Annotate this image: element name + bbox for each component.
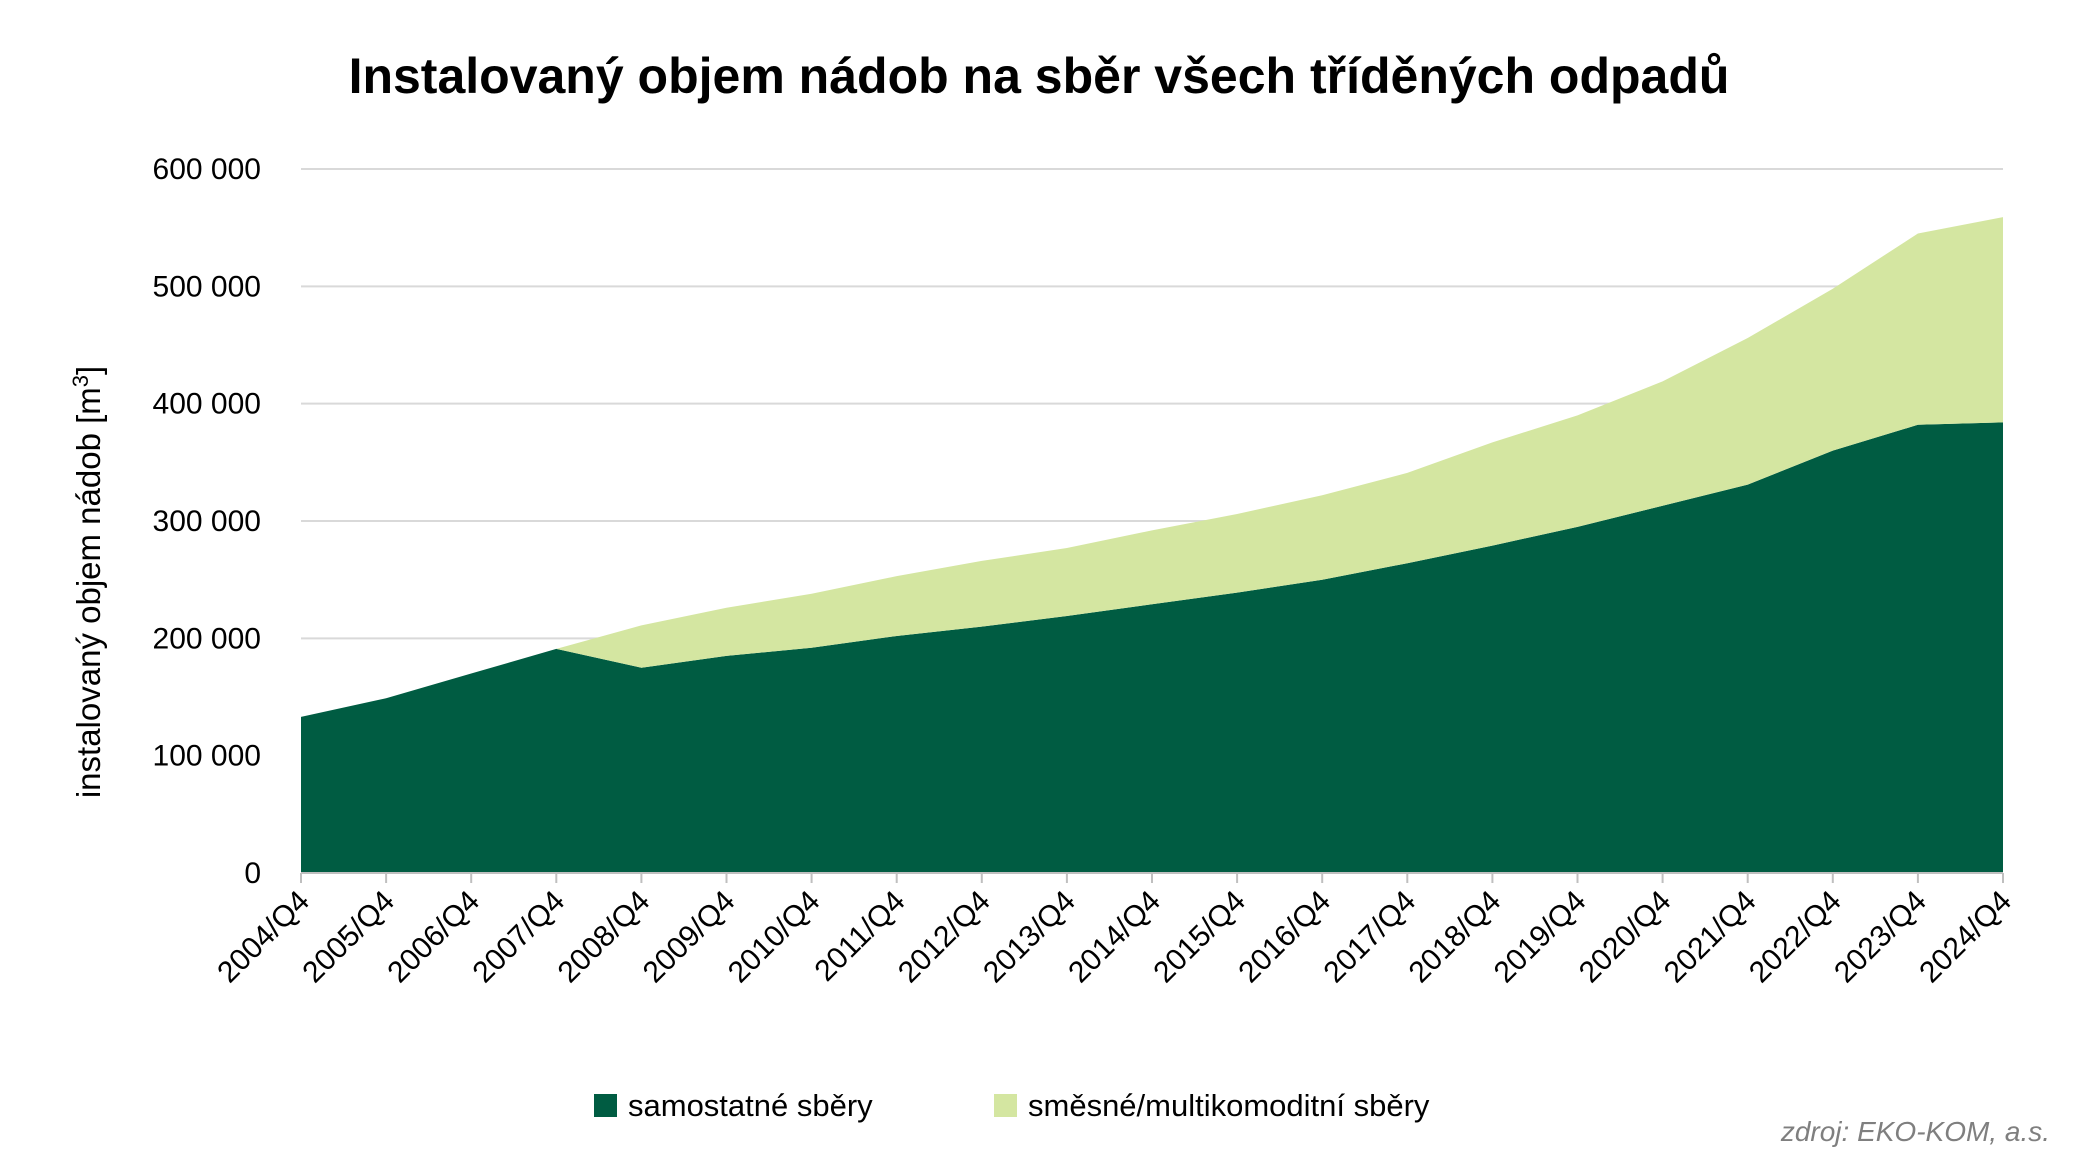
legend-swatch	[594, 1094, 617, 1117]
x-tick-label: 2016/Q4	[1232, 885, 1337, 990]
x-tick-label: 2021/Q4	[1658, 885, 1763, 990]
y-tick-label: 500 000	[153, 270, 261, 303]
chart-title: Instalovaný objem nádob na sběr všech tř…	[349, 48, 1730, 104]
area-samostatné sběry	[301, 422, 2003, 873]
y-axis-label-main: instalovaný objem nádob [m	[70, 387, 107, 798]
legend-label: směsné/multikomoditní sběry	[1028, 1088, 1430, 1123]
x-axis: 2004/Q42005/Q42006/Q42007/Q42008/Q42009/…	[211, 872, 2018, 990]
area-směsné/multikomoditní sběry	[301, 217, 2003, 717]
y-tick-label: 0	[244, 857, 261, 890]
y-axis-label-end: ]	[70, 366, 107, 375]
legend-swatch	[994, 1094, 1017, 1117]
x-tick-label: 2012/Q4	[892, 885, 997, 990]
x-tick-label: 2007/Q4	[467, 885, 572, 990]
x-tick-label: 2013/Q4	[977, 885, 1082, 990]
x-tick-label: 2023/Q4	[1828, 885, 1933, 990]
x-tick-label: 2018/Q4	[1403, 885, 1508, 990]
x-tick-label: 2005/Q4	[296, 885, 401, 990]
y-tick-label: 200 000	[153, 622, 261, 655]
x-tick-label: 2014/Q4	[1062, 885, 1167, 990]
y-tick-label: 100 000	[153, 740, 261, 773]
area-series	[301, 217, 2003, 873]
x-tick-label: 2006/Q4	[381, 885, 486, 990]
x-tick-label: 2015/Q4	[1147, 885, 1252, 990]
x-tick-label: 2020/Q4	[1573, 885, 1678, 990]
x-tick-label: 2017/Q4	[1318, 885, 1423, 990]
x-tick-label: 2008/Q4	[552, 885, 657, 990]
y-tick-label: 400 000	[153, 388, 261, 421]
y-axis-label: instalovaný objem nádob [m3]	[68, 366, 107, 798]
x-tick-label: 2022/Q4	[1743, 885, 1848, 990]
y-axis-label-superscript: 3	[68, 375, 93, 387]
x-tick-label: 2004/Q4	[211, 885, 316, 990]
y-axis-ticks: 0 100 000 200 000 300 000 400 000 500 000 600 …	[153, 153, 261, 890]
legend-label: samostatné sběry	[628, 1088, 873, 1123]
x-tick-label: 2010/Q4	[722, 885, 827, 990]
source-note: zdroj: EKO-KOM, a.s.	[1780, 1116, 2050, 1147]
y-tick-label: 600 000	[153, 153, 261, 186]
legend: samostatné sběry směsné/multikomoditní sb…	[594, 1088, 1430, 1123]
x-tick-label: 2009/Q4	[637, 885, 742, 990]
x-tick-label: 2024/Q4	[1913, 885, 2018, 990]
x-tick-label: 2011/Q4	[809, 885, 912, 988]
x-tick-label: 2019/Q4	[1488, 885, 1593, 990]
y-tick-label: 300 000	[153, 505, 261, 538]
